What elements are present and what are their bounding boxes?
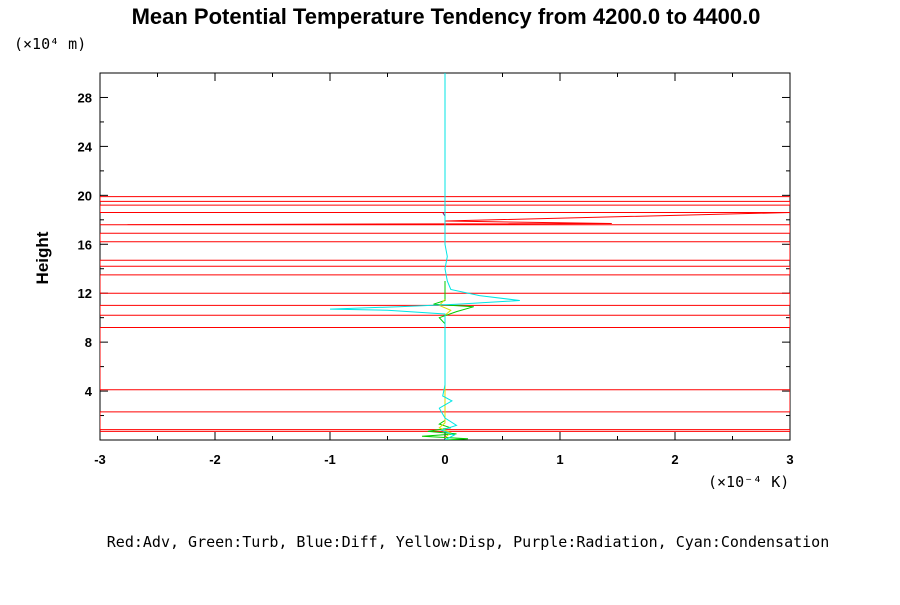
- x-tick-label: 0: [441, 452, 448, 467]
- y-tick-label: 20: [78, 188, 92, 203]
- y-tick-label: 12: [78, 286, 92, 301]
- x-tick-label: 3: [786, 452, 793, 467]
- x-tick-label: -1: [324, 452, 336, 467]
- chart-title: Mean Potential Temperature Tendency from…: [132, 4, 761, 29]
- x-tick-label: 2: [671, 452, 678, 467]
- legend-note: Red:Adv, Green:Turb, Blue:Diff, Yellow:D…: [107, 533, 829, 551]
- y-tick-label: 16: [78, 237, 92, 252]
- y-tick-label: 8: [85, 335, 92, 350]
- series-line-condensation: [329, 73, 520, 440]
- y-tick-label: 4: [85, 384, 93, 399]
- x-unit-label: (×10⁻⁴ K): [708, 473, 789, 491]
- x-tick-label: -2: [209, 452, 221, 467]
- x-tick-label: -3: [94, 452, 106, 467]
- y-tick-label: 24: [78, 139, 93, 154]
- y-tick-label: 28: [78, 90, 92, 105]
- x-tick-label: 1: [556, 452, 563, 467]
- y-axis-label: Height: [33, 231, 52, 284]
- y-unit-label: (×10⁴ m): [14, 35, 86, 53]
